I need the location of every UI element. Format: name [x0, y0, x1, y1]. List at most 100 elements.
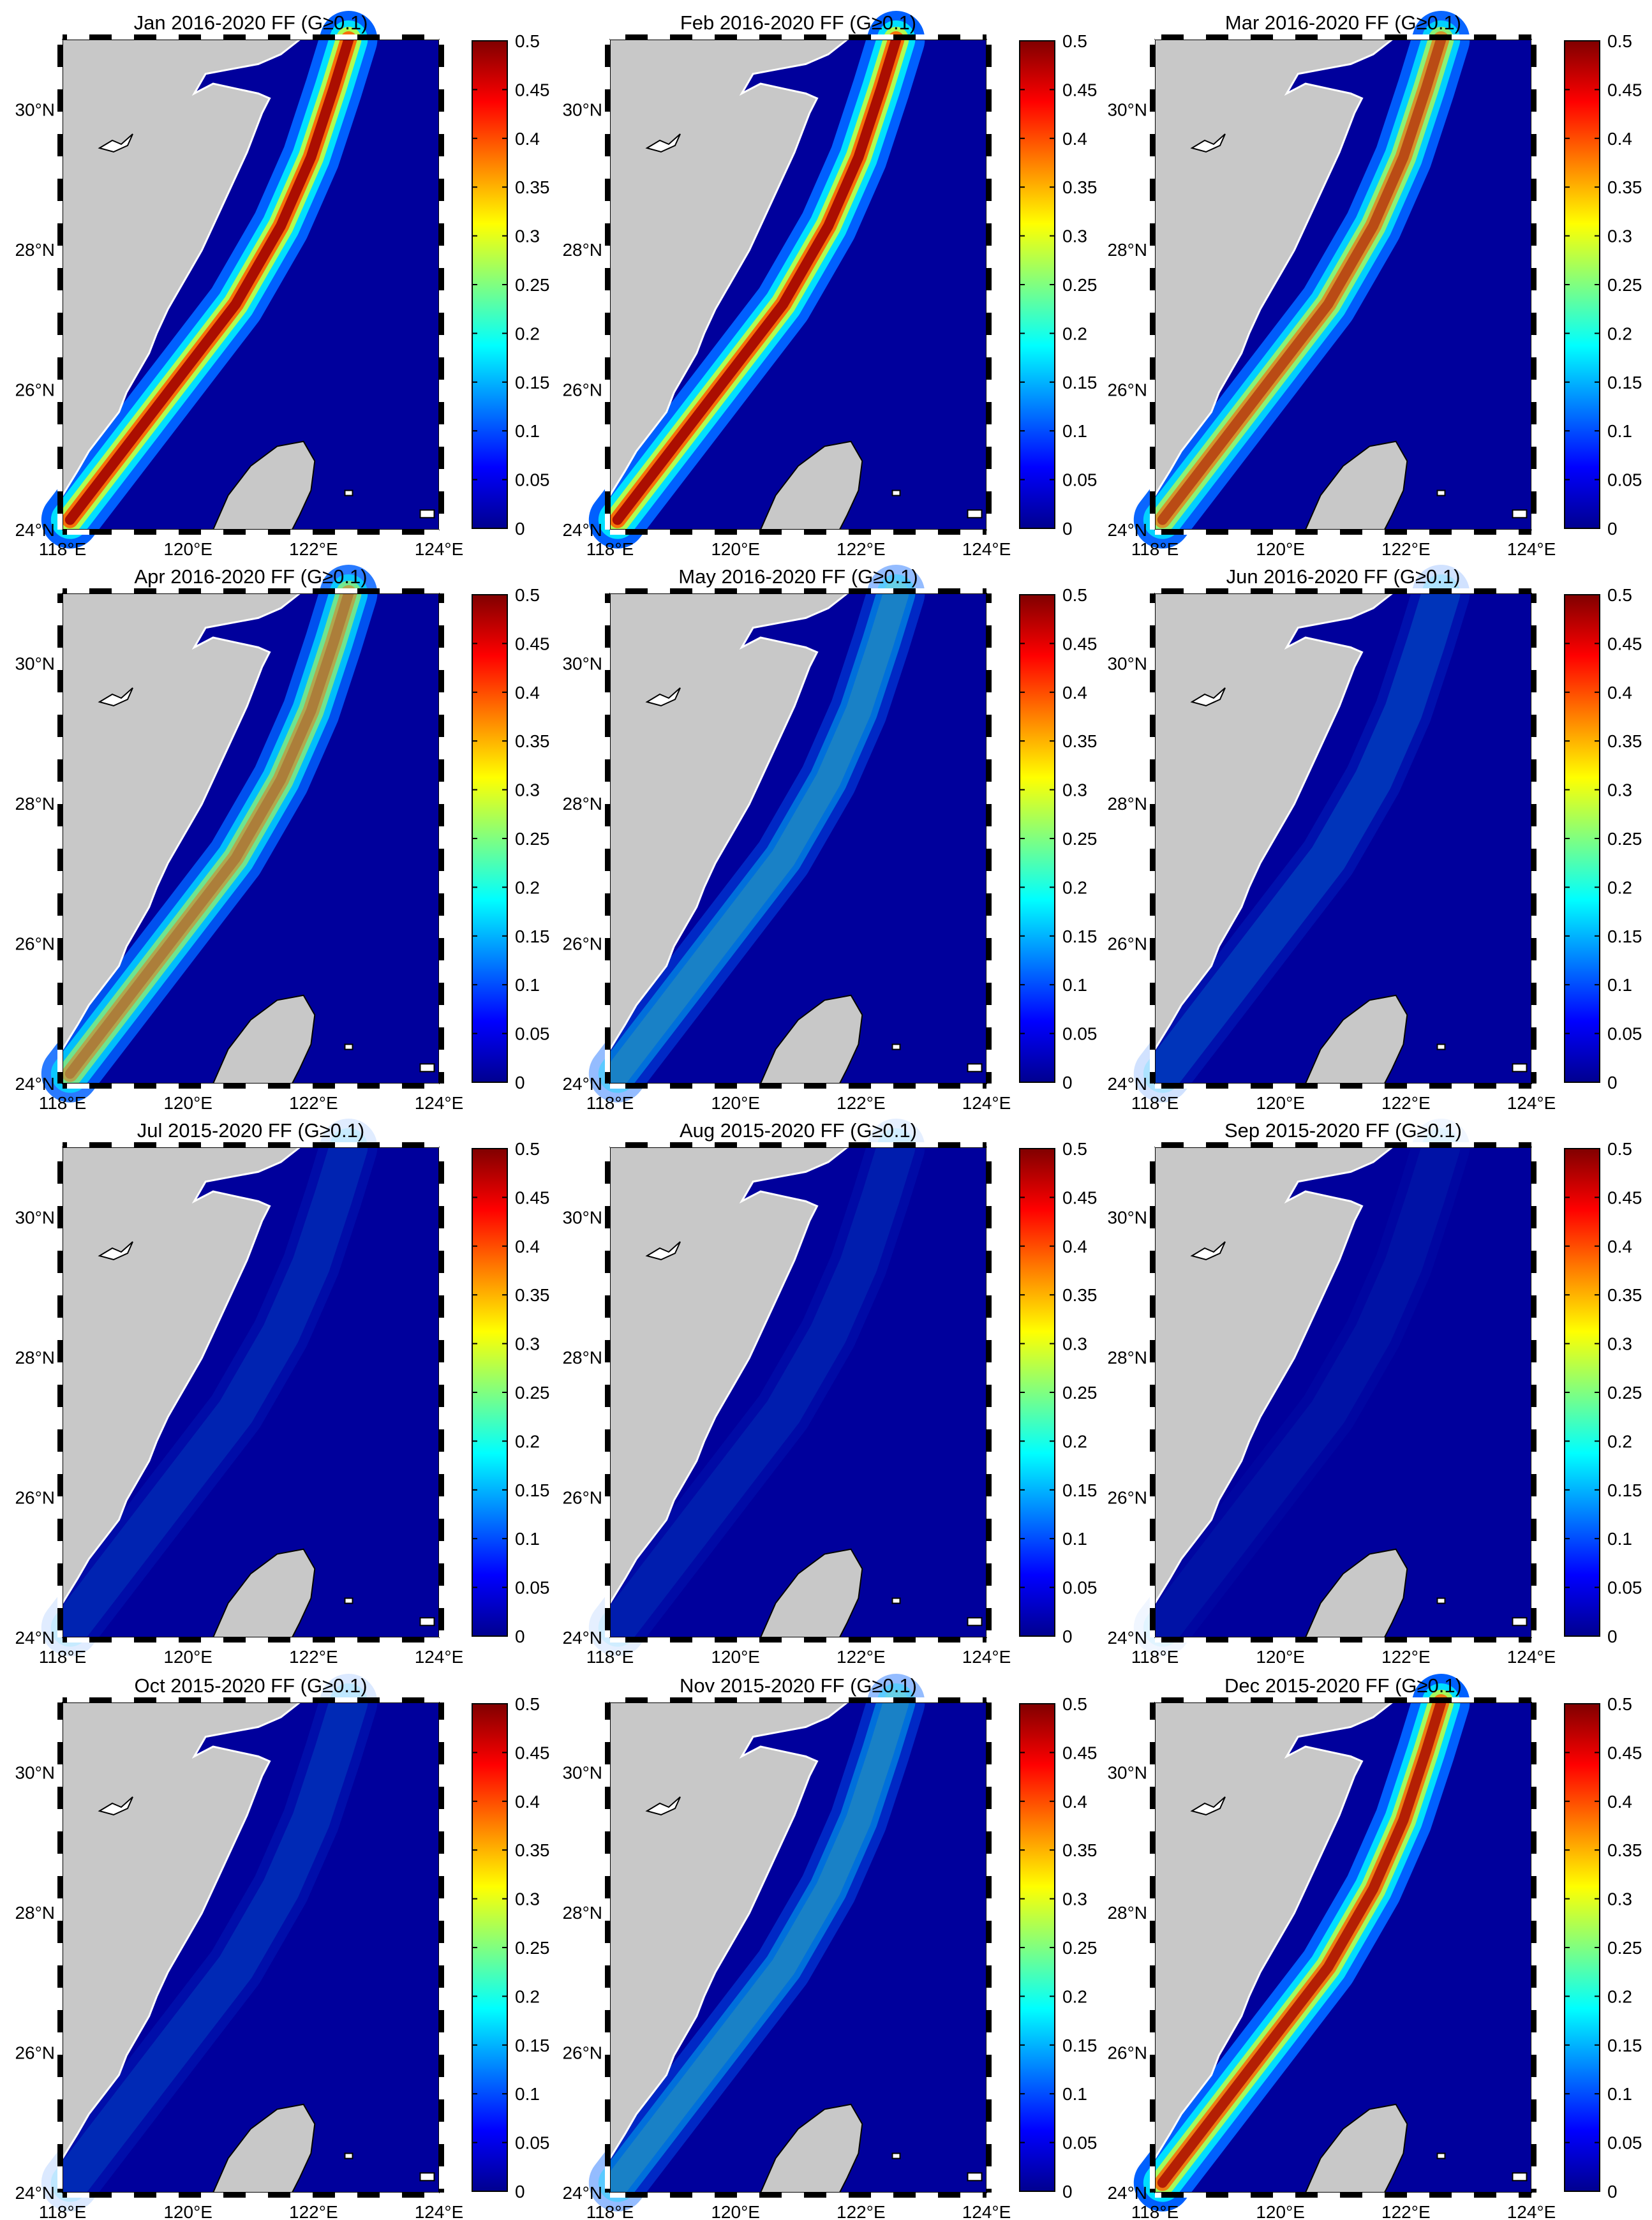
y-tick-label: 30°N: [562, 1208, 602, 1228]
panel-title: Mar 2016-2020 FF (G≥0.1): [1225, 11, 1461, 34]
colorbar-tick-label: 0.3: [1607, 227, 1632, 246]
colorbar-tick-label: 0.4: [1607, 129, 1632, 149]
colorbar-tick-label: 0.15: [515, 927, 550, 946]
colorbar: [1564, 594, 1600, 1083]
colorbar-tick-label: 0.1: [515, 421, 540, 441]
colorbar: [472, 1703, 508, 2192]
x-tick-label: 120°E: [711, 1647, 760, 1667]
x-tick-label: 118°E: [586, 2202, 634, 2220]
colorbar-tick-label: 0.1: [1607, 421, 1632, 441]
y-tick-label: 24°N: [15, 520, 55, 540]
x-tick-label: 118°E: [1131, 1647, 1179, 1667]
x-tick-label: 124°E: [1507, 2202, 1556, 2220]
coastline: [61, 592, 301, 1050]
map-border-top: [1155, 34, 1531, 40]
x-tick-label: 122°E: [1381, 1647, 1431, 1667]
colorbar: [1564, 1148, 1600, 1637]
y-tick-label: 30°N: [562, 654, 602, 674]
colorbar-tick-label: 0.45: [515, 1188, 550, 1207]
map-border-top: [610, 1142, 986, 1147]
coastline: [61, 1146, 301, 1604]
colorbar-tick-label: 0.45: [1062, 634, 1098, 653]
colorbar-tick-label: 0.5: [1607, 1694, 1632, 1714]
front-frequency-band: [598, 1683, 916, 2202]
y-tick-label: 30°N: [15, 654, 55, 674]
island-marker: [1512, 509, 1528, 519]
colorbar-tick-label: 0.1: [1607, 975, 1632, 995]
y-tick-label: 28°N: [15, 240, 55, 260]
colorbar-tick-label: 0.2: [1607, 1431, 1632, 1451]
colorbar-tick-label: 0.3: [1062, 1889, 1087, 1909]
colorbar-tick-label: 0.35: [515, 731, 550, 751]
colorbar-tick-label: 0.15: [1607, 927, 1642, 946]
x-tick-label: 124°E: [1507, 1093, 1556, 1113]
x-tick-label: 122°E: [837, 1093, 886, 1113]
colorbar-tick-label: 0.05: [515, 1024, 550, 1044]
colorbar-tick-label: 0.3: [1062, 1334, 1087, 1354]
colorbar-tick-label: 0.15: [1607, 2036, 1642, 2055]
colorbar-tick-label: 0.45: [1062, 1188, 1098, 1207]
x-tick-label: 124°E: [415, 2202, 464, 2220]
panel-title: Apr 2016-2020 FF (G≥0.1): [134, 565, 367, 588]
island-marker: [967, 1063, 983, 1073]
colorbar-tick-label: 0.15: [1607, 1480, 1642, 1500]
colorbar-tick-label: 0.25: [1607, 1938, 1642, 1958]
x-tick-label: 124°E: [1507, 539, 1556, 559]
colorbar-tick-label: 0: [1062, 1627, 1073, 1646]
taiwan-island: [1304, 2103, 1408, 2193]
island-marker: [967, 2172, 983, 2182]
map-border-left: [605, 593, 610, 1084]
y-tick-label: 26°N: [15, 934, 55, 954]
y-tick-label: 24°N: [1107, 2183, 1147, 2203]
x-tick-label: 124°E: [962, 2202, 1011, 2220]
colorbar-tick-label: 0.35: [1607, 731, 1642, 751]
x-tick-label: 118°E: [1131, 539, 1179, 559]
y-tick-label: 28°N: [15, 1903, 55, 1923]
x-tick-label: 118°E: [1131, 2202, 1179, 2220]
colorbar-tick-label: 0.4: [515, 129, 540, 149]
colorbar-tick-label: 0.15: [1062, 927, 1098, 946]
panel-title: Sep 2015-2020 FF (G≥0.1): [1224, 1119, 1462, 1142]
coastline: [609, 1701, 848, 2159]
colorbar-tick-label: 0.45: [515, 80, 550, 100]
colorbar-tick-label: 0.1: [1062, 2084, 1087, 2104]
x-tick-label: 124°E: [962, 539, 1011, 559]
colorbar-tick-label: 0.45: [1607, 634, 1642, 653]
panel-title: Jan 2016-2020 FF (G≥0.1): [134, 11, 368, 34]
colorbar-tick-label: 0.35: [1607, 1840, 1642, 1860]
colorbar-tick-label: 0.15: [515, 1480, 550, 1500]
y-tick-label: 28°N: [562, 1348, 602, 1367]
colorbar-tick-label: 0.05: [1607, 470, 1642, 490]
front-frequency-band: [598, 574, 916, 1093]
x-tick-label: 124°E: [962, 1093, 1011, 1113]
x-tick-label: 122°E: [289, 539, 338, 559]
map-border-top: [1155, 1142, 1531, 1147]
map-border-right: [1531, 1702, 1537, 2193]
coastline: [61, 38, 301, 496]
colorbar-tick-label: 0.4: [1607, 683, 1632, 703]
panels-layer: Jan 2016-2020 FF (G≥0.1) 118°E 120°E 122°E 1…: [15, 11, 1642, 2220]
front-frequency-band: [1143, 1128, 1461, 1647]
map-panel: Nov 2015-2020 FF (G≥0.1) 118°E 120°E 122°E 1…: [562, 1674, 1098, 2220]
y-tick-label: 28°N: [15, 794, 55, 814]
colorbar-tick-label: 0.15: [1062, 1480, 1098, 1500]
map-border-right: [1531, 1147, 1537, 1637]
colorbar-tick-label: 0.25: [515, 829, 550, 849]
colorbar-tick-label: 0.35: [515, 1285, 550, 1305]
colorbar-tick-label: 0.5: [1062, 31, 1087, 51]
map-border-bottom: [1155, 1084, 1531, 1089]
colorbar-tick-label: 0.35: [1062, 1285, 1098, 1305]
y-tick-label: 28°N: [1107, 1903, 1147, 1923]
colorbar-tick-label: 0.2: [1062, 1986, 1087, 2006]
island-marker: [419, 509, 435, 519]
colorbar-tick-label: 0.4: [1062, 1237, 1087, 1256]
colorbar-tick-label: 0.05: [1607, 1024, 1642, 1044]
map-border-right: [439, 1147, 444, 1637]
colorbar-tick-label: 0.4: [515, 1792, 540, 1812]
colorbar-tick-label: 0.3: [1607, 780, 1632, 800]
coastline: [609, 592, 848, 1050]
front-frequency-band: [604, 1690, 909, 2196]
island-marker: [1512, 1617, 1528, 1627]
colorbar-tick-label: 0.5: [515, 585, 540, 605]
x-tick-label: 122°E: [837, 2202, 886, 2220]
